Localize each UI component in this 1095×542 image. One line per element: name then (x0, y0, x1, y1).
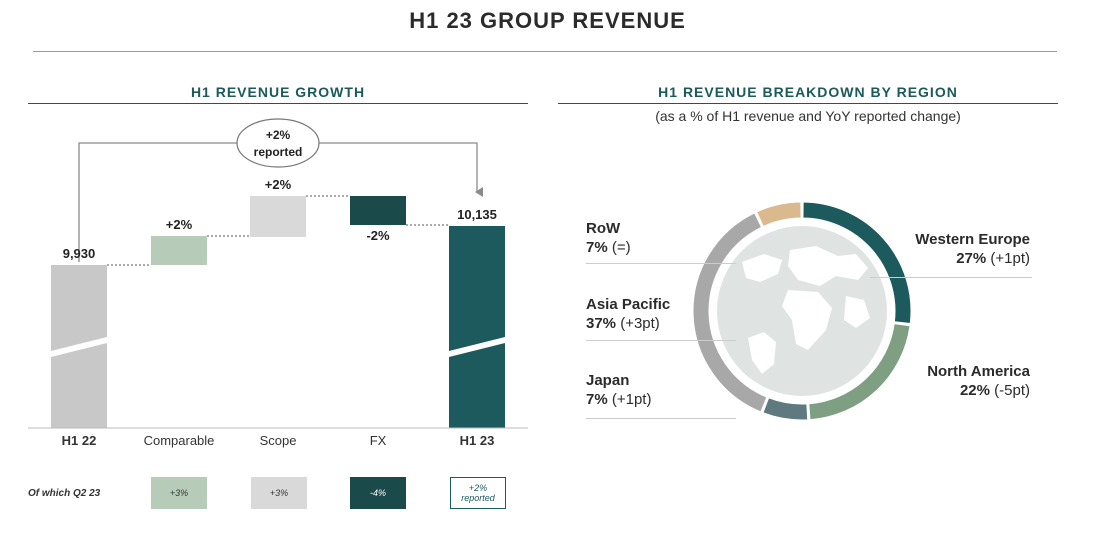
q2-reported-text: +2% reported (461, 483, 495, 503)
waterfall-chart: +2% reported H1 22 9,930 Comparable +2% Scop… (28, 118, 528, 448)
region-breakdown-title: H1 REVENUE BREAKDOWN BY REGION (658, 84, 958, 100)
reported-bubble-line1: +2% (266, 128, 291, 142)
q2-fx-box: -4% (350, 477, 406, 509)
donut-slice-western-europe (802, 201, 912, 325)
data-label-h1-22: 9,930 (63, 246, 96, 261)
region-divider (586, 340, 736, 341)
q2-label: Of which Q2 23 (28, 488, 101, 499)
bar-h1-23 (449, 226, 505, 428)
region-label-western-europe: Western Europe 27% (+1pt) (880, 230, 1030, 268)
q2-scope-box: +3% (251, 477, 307, 509)
region-divider (870, 277, 1032, 278)
bar-comparable (151, 236, 207, 265)
data-label-h1-23: 10,135 (457, 207, 497, 222)
data-label-fx: -2% (366, 228, 390, 243)
q2-comparable-box: +3% (151, 477, 207, 509)
region-pct: 22% (959, 382, 990, 399)
region-label-row: RoW 7% (=) (586, 219, 726, 257)
category-label-fx: FX (370, 433, 387, 448)
reported-bubble (236, 118, 320, 168)
data-label-comparable: +2% (166, 217, 193, 232)
region-name: Asia Pacific (586, 296, 671, 313)
region-change: (-5pt) (994, 382, 1030, 399)
axis-break-mark (449, 337, 505, 357)
region-name: North America (927, 363, 1030, 380)
region-divider (586, 263, 736, 264)
region-name: Western Europe (915, 231, 1030, 248)
reported-bubble-line2: reported (254, 145, 303, 159)
region-change: (=) (611, 239, 631, 256)
region-breakdown-subtitle: (as a % of H1 revenue and YoY reported c… (655, 108, 961, 124)
region-pct: 27% (956, 250, 987, 267)
revenue-growth-rule (28, 103, 528, 104)
region-change: (+3pt) (620, 315, 660, 332)
region-label-north-america: North America 22% (-5pt) (880, 362, 1030, 400)
region-change: (+1pt) (990, 250, 1030, 267)
bar-fx (350, 196, 406, 225)
revenue-growth-title: H1 REVENUE GROWTH (190, 84, 366, 100)
region-pct: 7% (586, 391, 608, 408)
category-label-comparable: Comparable (144, 433, 215, 448)
q2-reported-box: +2% reported (450, 477, 506, 509)
category-label-h1-22: H1 22 (62, 433, 97, 448)
donut-slice-north-america (808, 323, 911, 421)
region-pct: 37% (586, 315, 617, 332)
category-label-h1-23: H1 23 (460, 433, 495, 448)
region-change: (+1pt) (611, 391, 652, 408)
bar-scope (250, 196, 306, 237)
title-divider (33, 51, 1057, 52)
region-label-japan: Japan 7% (+1pt) (586, 371, 726, 409)
page-title: H1 23 GROUP REVENUE (409, 8, 686, 33)
data-label-scope: +2% (265, 177, 292, 192)
axis-break-mark (51, 337, 107, 357)
region-label-asia-pacific: Asia Pacific 37% (+3pt) (586, 295, 726, 333)
donut-slice-japan (762, 397, 809, 421)
region-breakdown-rule (558, 103, 1058, 104)
region-name: Japan (586, 372, 630, 389)
region-pct: 7% (586, 239, 608, 256)
donut-slice-row (755, 201, 802, 228)
region-name: RoW (586, 220, 621, 237)
category-label-scope: Scope (260, 433, 297, 448)
region-divider (586, 418, 736, 419)
globe-icon (717, 226, 887, 396)
donut-slice-asia-pacific (692, 212, 768, 413)
